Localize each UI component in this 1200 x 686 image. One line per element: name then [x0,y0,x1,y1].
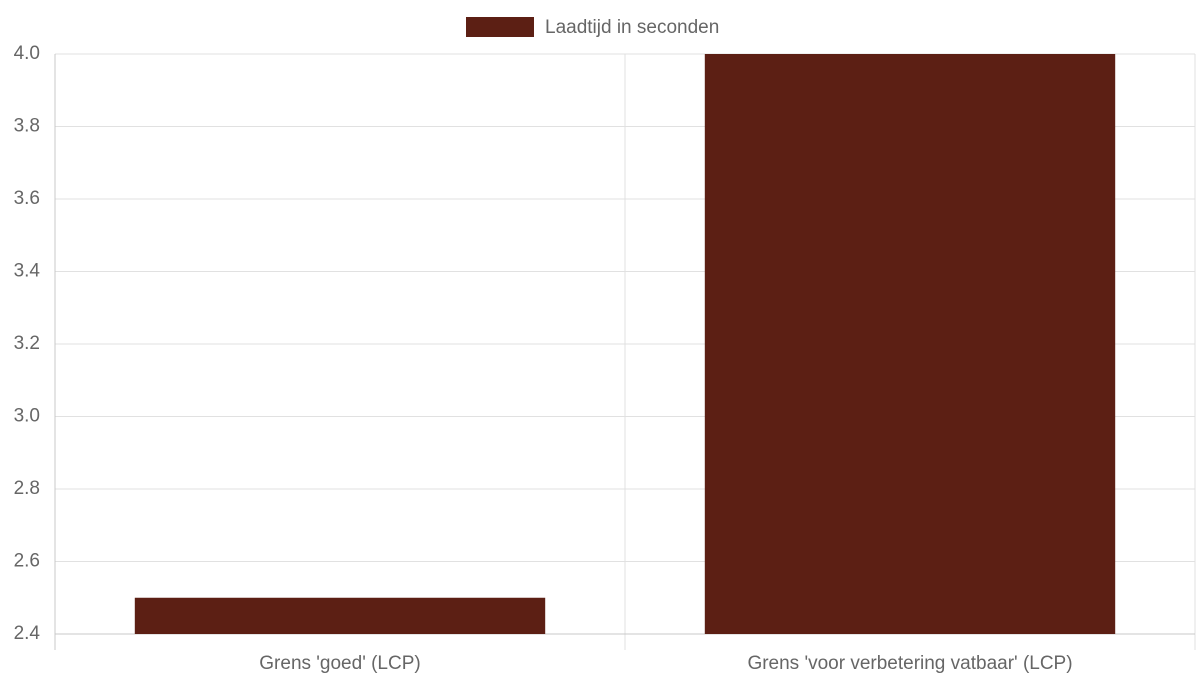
bar [704,54,1116,634]
x-tick-label: Grens 'goed' (LCP) [259,653,420,674]
y-tick-label: 2.6 [14,551,40,572]
bar [134,597,546,634]
y-tick-label: 3.8 [14,116,40,137]
x-tick-label: Grens 'voor verbetering vatbaar' (LCP) [747,653,1072,674]
y-tick-label: 3.6 [14,188,40,209]
y-tick-label: 3.0 [14,406,40,427]
legend-label: Laadtijd in seconden [545,17,719,38]
y-tick-label: 2.8 [14,478,40,499]
y-tick-label: 4.0 [14,43,40,64]
y-tick-label: 2.4 [14,623,41,644]
y-tick-label: 3.2 [14,333,40,354]
legend-swatch [466,17,534,37]
y-tick-label: 3.4 [14,261,41,282]
